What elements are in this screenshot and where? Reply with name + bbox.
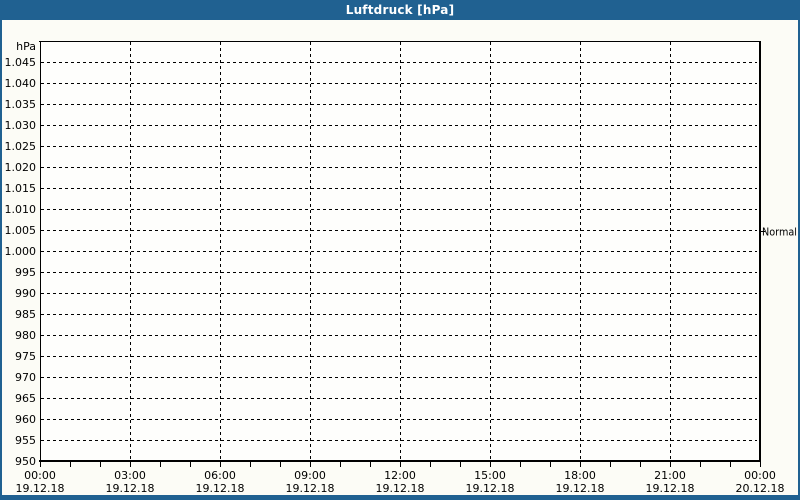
x-tick-time-label: 09:00 bbox=[294, 469, 326, 482]
x-tick-time-label: 03:00 bbox=[114, 469, 146, 482]
y-tick-label: 1.005 bbox=[5, 224, 37, 237]
y-tick-label: 970 bbox=[15, 371, 36, 384]
x-tick-date-label: 19.12.18 bbox=[376, 482, 425, 495]
x-tick-date-label: 20.12.18 bbox=[736, 482, 785, 495]
x-tick-time-label: 15:00 bbox=[474, 469, 506, 482]
y-tick-label: 955 bbox=[15, 434, 36, 447]
y-tick-label: 1.045 bbox=[5, 56, 37, 69]
y-tick-label: 1.020 bbox=[5, 161, 37, 174]
y-tick-label: 980 bbox=[15, 329, 36, 342]
y-tick-label: 1.035 bbox=[5, 98, 37, 111]
x-tick-time-label: 21:00 bbox=[654, 469, 686, 482]
x-tick-time-label: 00:00 bbox=[24, 469, 56, 482]
y-axis-unit-label: hPa bbox=[16, 40, 36, 53]
y-tick-label: 965 bbox=[15, 392, 36, 405]
y-tick-label: 1.015 bbox=[5, 182, 37, 195]
y-tick-label: 995 bbox=[15, 266, 36, 279]
y-tick-label: 1.010 bbox=[5, 203, 37, 216]
x-tick-time-label: 00:00 bbox=[744, 469, 776, 482]
chart-title-bar: Luftdruck [hPa] bbox=[0, 0, 800, 20]
x-tick-date-label: 19.12.18 bbox=[16, 482, 65, 495]
x-tick-date-label: 19.12.18 bbox=[646, 482, 695, 495]
y-tick-label: 990 bbox=[15, 287, 36, 300]
x-tick-date-label: 19.12.18 bbox=[106, 482, 155, 495]
y-tick-label: 1.000 bbox=[5, 245, 37, 258]
normal-marker-label: Normal bbox=[762, 226, 797, 239]
y-tick-label: 975 bbox=[15, 350, 36, 363]
y-tick-label: 985 bbox=[15, 308, 36, 321]
x-tick-date-label: 19.12.18 bbox=[196, 482, 245, 495]
x-tick-time-label: 18:00 bbox=[564, 469, 596, 482]
chart-title: Luftdruck [hPa] bbox=[345, 3, 455, 17]
y-tick-label: 950 bbox=[15, 455, 36, 468]
x-tick-date-label: 19.12.18 bbox=[556, 482, 605, 495]
y-tick-label: 1.025 bbox=[5, 140, 37, 153]
x-tick-date-label: 19.12.18 bbox=[286, 482, 335, 495]
x-tick-time-label: 12:00 bbox=[384, 469, 416, 482]
x-tick-date-label: 19.12.18 bbox=[466, 482, 515, 495]
y-tick-label: 960 bbox=[15, 413, 36, 426]
y-tick-label: 1.030 bbox=[5, 119, 37, 132]
x-tick-time-label: 06:00 bbox=[204, 469, 236, 482]
y-tick-label: 1.040 bbox=[5, 77, 37, 90]
